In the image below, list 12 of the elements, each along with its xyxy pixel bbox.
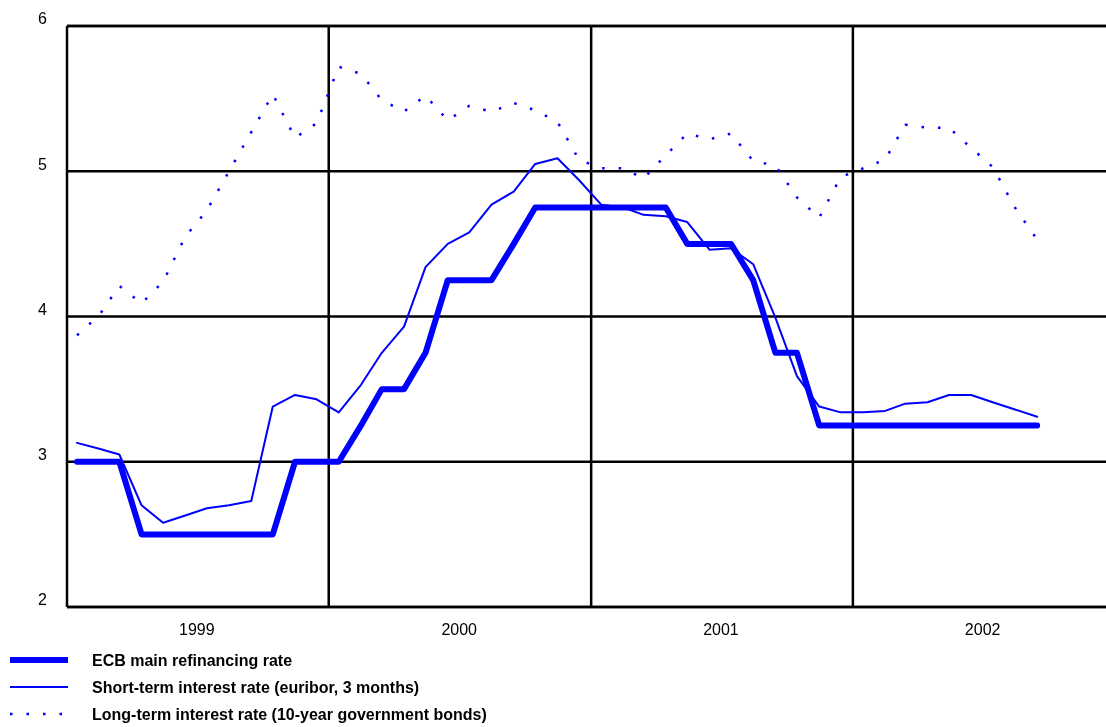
- x-tick-label: 2001: [703, 621, 739, 638]
- y-tick-label: 4: [38, 300, 48, 318]
- y-tick-label: 3: [38, 446, 48, 464]
- legend-label: Short-term interest rate (euribor, 3 months): [92, 678, 420, 696]
- y-tick-label: 2: [38, 591, 48, 609]
- legend-label: ECB main refinancing rate: [92, 651, 293, 669]
- x-tick-label: 2000: [441, 621, 478, 638]
- x-tick-label: 1999: [178, 621, 215, 638]
- y-tick-label: 6: [38, 10, 48, 28]
- x-tick-label: 2002: [964, 621, 1001, 638]
- y-tick-label: 5: [38, 155, 48, 173]
- legend-label: Long-term interest rate (10-year government bonds): [92, 705, 487, 723]
